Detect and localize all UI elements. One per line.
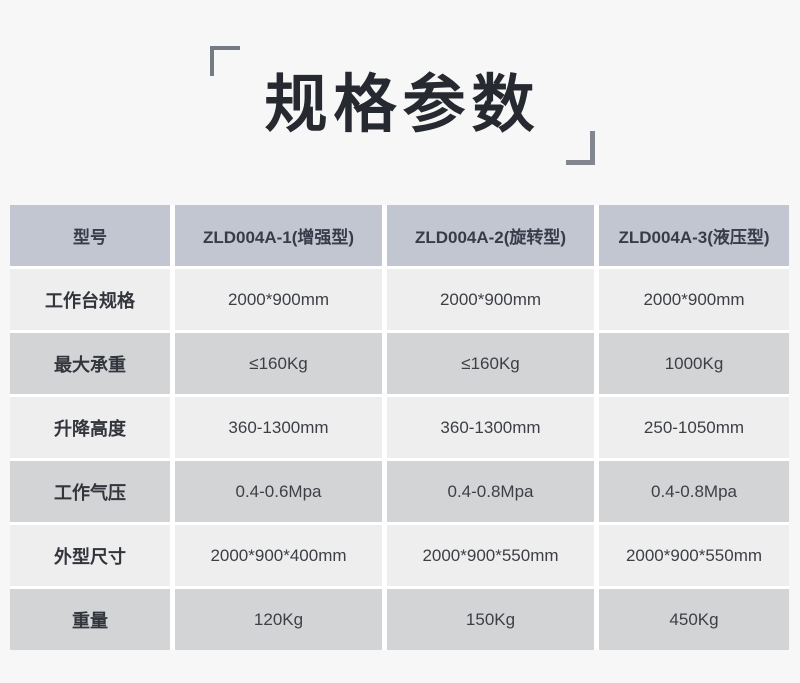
cell-lift-height-3: 250-1050mm <box>599 397 789 458</box>
cell-lift-height-1: 360-1300mm <box>175 397 382 458</box>
corner-bracket-bottom-right-icon <box>566 131 595 165</box>
title-block: 规格参数 <box>210 46 595 165</box>
corner-bracket-top-left-icon <box>210 46 240 76</box>
cell-lift-height-2: 360-1300mm <box>387 397 594 458</box>
cell-max-load-1: ≤160Kg <box>175 333 382 394</box>
cell-max-load-2: ≤160Kg <box>387 333 594 394</box>
cell-working-pressure-1: 0.4-0.6Mpa <box>175 461 382 522</box>
page-title: 规格参数 <box>264 70 541 140</box>
cell-working-pressure-2: 0.4-0.8Mpa <box>387 461 594 522</box>
header-cell-model-2: ZLD004A-2(旋转型) <box>387 205 594 266</box>
row-label-worktable-size: 工作台规格 <box>10 269 170 330</box>
cell-weight-1: 120Kg <box>175 589 382 650</box>
cell-outer-dimensions-3: 2000*900*550mm <box>599 525 789 586</box>
cell-max-load-3: 1000Kg <box>599 333 789 394</box>
spec-table: 型号 ZLD004A-1(增强型) ZLD004A-2(旋转型) ZLD004A… <box>10 205 789 650</box>
row-label-weight: 重量 <box>10 589 170 650</box>
header-cell-model-1: ZLD004A-1(增强型) <box>175 205 382 266</box>
cell-outer-dimensions-1: 2000*900*400mm <box>175 525 382 586</box>
cell-worktable-size-3: 2000*900mm <box>599 269 789 330</box>
cell-working-pressure-3: 0.4-0.8Mpa <box>599 461 789 522</box>
cell-weight-2: 150Kg <box>387 589 594 650</box>
row-label-lift-height: 升降高度 <box>10 397 170 458</box>
cell-worktable-size-1: 2000*900mm <box>175 269 382 330</box>
cell-outer-dimensions-2: 2000*900*550mm <box>387 525 594 586</box>
cell-worktable-size-2: 2000*900mm <box>387 269 594 330</box>
cell-weight-3: 450Kg <box>599 589 789 650</box>
row-label-outer-dimensions: 外型尺寸 <box>10 525 170 586</box>
row-label-max-load: 最大承重 <box>10 333 170 394</box>
row-label-working-pressure: 工作气压 <box>10 461 170 522</box>
header-cell-model-3: ZLD004A-3(液压型) <box>599 205 789 266</box>
header-cell-model-label: 型号 <box>10 205 170 266</box>
